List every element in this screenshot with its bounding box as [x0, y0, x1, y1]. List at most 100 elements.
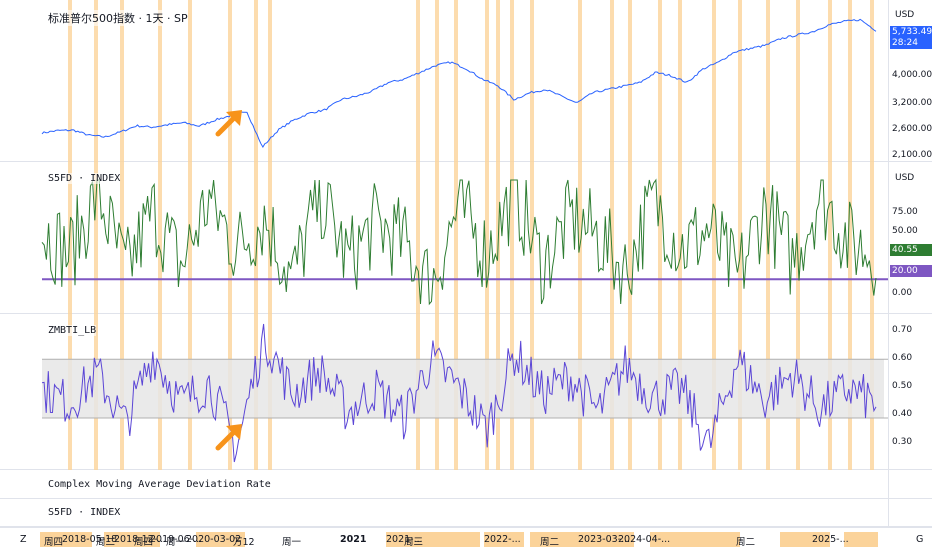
time-axis-marker-highlight	[650, 532, 740, 547]
time-axis-marker-highlight	[484, 532, 524, 547]
time-axis-marker-label: 2018-05-18	[62, 534, 118, 545]
event-marker-line	[796, 0, 800, 162]
event-marker-line	[658, 0, 662, 162]
event-marker-line	[158, 162, 162, 314]
zmbti-pane-title: ZMBTI_LB	[48, 325, 97, 336]
time-axis-marker-label: 周三	[404, 537, 424, 548]
event-marker-line	[870, 0, 874, 162]
event-marker-line	[610, 162, 614, 314]
time-axis-marker-label: 周一	[282, 537, 302, 548]
event-marker-line	[228, 0, 232, 162]
event-marker-line	[188, 0, 192, 162]
cmadr-pane[interactable]: Complex Moving Average Deviation Rate	[0, 470, 888, 499]
event-marker-line	[738, 0, 742, 162]
event-marker-line	[454, 162, 458, 314]
time-axis-marker-label: 2025-...	[812, 534, 849, 545]
zmbti-axis[interactable]: 0.70 0.60 0.50 0.40 0.30	[888, 314, 932, 470]
year-label: 2021	[340, 534, 367, 545]
time-axis-marker-label: 2020-03-02	[186, 534, 242, 545]
event-marker-line	[158, 0, 162, 162]
zmbti-tick: 0.40	[892, 409, 913, 419]
time-axis-marker-highlight	[196, 532, 245, 547]
event-marker-line	[94, 162, 98, 314]
price-pane[interactable]: 标准普尔500指数 · 1天 · SP	[0, 0, 888, 162]
s5fd-axis[interactable]: USD 75.00 50.00 40.55 20.00 0.00	[888, 162, 932, 314]
price-countdown: 28:24	[890, 37, 932, 49]
event-marker-line	[188, 162, 192, 314]
zmbti-tick: 0.60	[892, 353, 913, 363]
s5fd2-pane[interactable]: S5FD · INDEX	[0, 499, 888, 527]
crash-arrow-top-head	[226, 110, 242, 126]
event-marker-line	[120, 162, 124, 314]
zmbti-pane[interactable]: ZMBTI_LB	[0, 314, 888, 470]
time-axis-marker-label: 周二	[96, 537, 116, 548]
s5fd-currency: USD	[895, 173, 915, 183]
s5fd-threshold-value: 20.00	[890, 265, 932, 277]
event-marker-line	[530, 162, 534, 314]
event-marker-line	[416, 162, 420, 314]
event-marker-line	[658, 162, 662, 314]
price-currency: USD	[895, 10, 915, 20]
price-series-line	[41, 18, 877, 148]
event-marker-line	[435, 162, 439, 314]
time-axis-marker-label: 2018-12-...	[114, 534, 167, 545]
event-marker-line	[510, 162, 514, 314]
s5fd-current-value: 40.55	[890, 244, 932, 256]
time-axis-marker-label: 周二	[540, 537, 560, 548]
event-marker-line	[228, 162, 232, 314]
event-marker-line	[766, 162, 770, 314]
event-marker-line	[68, 0, 72, 162]
time-axis-marker-label: 周四	[44, 537, 64, 548]
time-axis[interactable]: Z 周四 2018-05-18 周二 2018-12-... 周四 2019-06-...…	[0, 527, 932, 550]
time-axis-marker-label: 2024-04-...	[618, 534, 671, 545]
event-marker-line	[828, 162, 832, 314]
event-marker-line	[628, 0, 632, 162]
time-axis-marker-label: 2021-...	[386, 534, 423, 545]
event-marker-line	[828, 0, 832, 162]
time-axis-marker-label: 周一	[166, 537, 186, 548]
price-axis[interactable]: USD 5,733.49 28:24 4,000.00 3,200.00 2,6…	[888, 0, 932, 162]
crash-arrow-bottom-shaft	[215, 429, 237, 451]
s5fd2-pane-title: S5FD · INDEX	[48, 507, 121, 518]
zmbti-series-line	[41, 323, 877, 463]
event-marker-line	[268, 0, 272, 162]
time-axis-left-icon[interactable]: Z	[20, 534, 27, 545]
event-marker-line	[254, 0, 258, 162]
s5fd-series-line	[41, 178, 877, 306]
zmbti-tick: 0.70	[892, 325, 913, 335]
event-marker-line	[712, 162, 716, 314]
event-marker-line	[254, 162, 258, 314]
event-marker-line	[435, 0, 439, 162]
s5fd-chart[interactable]	[0, 162, 888, 314]
zmbti-chart[interactable]	[0, 314, 888, 470]
time-axis-right-icon[interactable]: G	[916, 534, 924, 545]
event-marker-line	[496, 0, 500, 162]
s5fd-pane-title: S5FD · INDEX	[48, 173, 121, 184]
s5fd-pane[interactable]: S5FD · INDEX	[0, 162, 888, 314]
event-marker-line	[610, 0, 614, 162]
event-marker-line	[848, 162, 852, 314]
event-marker-line	[578, 162, 582, 314]
s5fd-tick: 50.00	[892, 226, 918, 236]
price-chart[interactable]	[0, 0, 888, 162]
time-axis-marker-highlight	[386, 532, 480, 547]
event-marker-line	[416, 0, 420, 162]
event-marker-line	[510, 0, 514, 162]
crash-arrow-top-shaft	[215, 115, 237, 137]
price-tick: 2,100.00	[892, 150, 932, 160]
s5fd-tick: 75.00	[892, 207, 918, 217]
event-marker-line	[120, 0, 124, 162]
time-axis-marker-highlight	[780, 532, 830, 547]
price-tick: 3,200.00	[892, 98, 932, 108]
time-axis-marker-label: 万12	[233, 537, 255, 548]
event-marker-line	[766, 0, 770, 162]
time-axis-marker-label: 2023-03-...	[578, 534, 631, 545]
event-marker-line	[796, 162, 800, 314]
event-marker-line	[870, 162, 874, 314]
event-marker-line	[628, 162, 632, 314]
event-marker-line	[268, 162, 272, 314]
event-marker-line	[712, 0, 716, 162]
s5fd-tick: 0.00	[892, 288, 913, 298]
time-axis-marker-label: 2019-06-...	[150, 534, 203, 545]
event-marker-line	[738, 162, 742, 314]
